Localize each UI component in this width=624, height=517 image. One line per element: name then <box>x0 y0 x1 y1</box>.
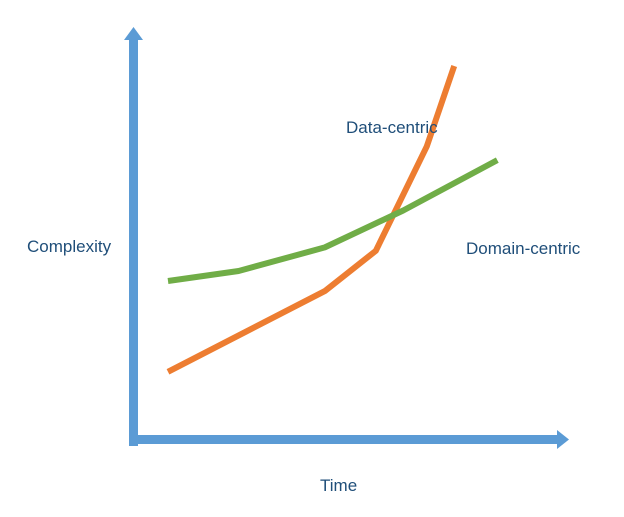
axes <box>124 27 569 449</box>
x-axis-line <box>129 435 559 444</box>
series-line-data-centric <box>166 65 458 375</box>
series-line-domain-centric <box>167 157 499 284</box>
x-axis-label: Time <box>320 476 358 495</box>
y-axis-label: Complexity <box>27 237 112 256</box>
y-axis-arrowhead <box>124 27 143 40</box>
series-label-data-centric: Data-centric <box>346 118 438 137</box>
y-axis-line <box>129 38 138 446</box>
series-layer <box>166 65 499 375</box>
x-axis-arrowhead <box>557 430 569 449</box>
series-label-domain-centric: Domain-centric <box>466 239 581 258</box>
